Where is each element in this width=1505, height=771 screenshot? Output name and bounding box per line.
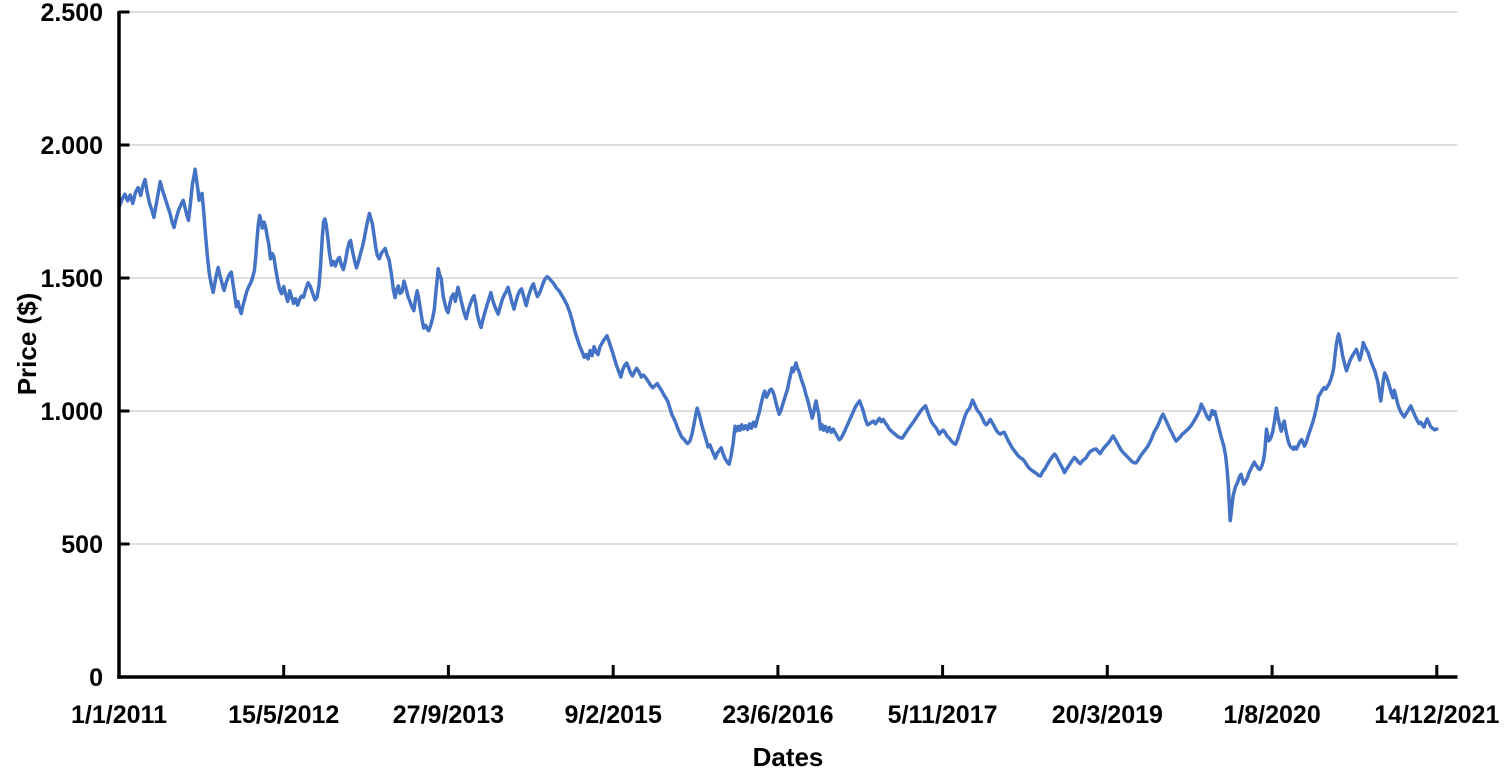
x-tick-label: 14/12/2021 bbox=[1374, 701, 1499, 729]
x-tick-label: 5/11/2017 bbox=[888, 701, 998, 729]
y-tick-label: 500 bbox=[61, 531, 103, 559]
x-tick-label: 20/3/2019 bbox=[1052, 701, 1163, 729]
x-tick-label: 9/2/2015 bbox=[565, 701, 662, 729]
x-tick-label: 15/5/2012 bbox=[228, 701, 339, 729]
y-tick-label: 0 bbox=[89, 664, 103, 692]
x-tick-label: 23/6/2016 bbox=[722, 701, 833, 729]
x-tick-label: 1/1/2011 bbox=[71, 701, 167, 729]
x-tick-label: 1/8/2020 bbox=[1223, 701, 1320, 729]
y-tick-label: 1.000 bbox=[40, 398, 103, 426]
y-tick-label: 1.500 bbox=[40, 265, 103, 293]
y-tick-label: 2.000 bbox=[40, 132, 103, 160]
x-axis-title: Dates bbox=[753, 742, 824, 771]
y-axis-title: Price ($) bbox=[12, 293, 42, 396]
y-tick-label: 2.500 bbox=[40, 0, 103, 27]
x-tick-label: 27/9/2013 bbox=[393, 701, 504, 729]
price-series-line bbox=[117, 167, 1439, 523]
